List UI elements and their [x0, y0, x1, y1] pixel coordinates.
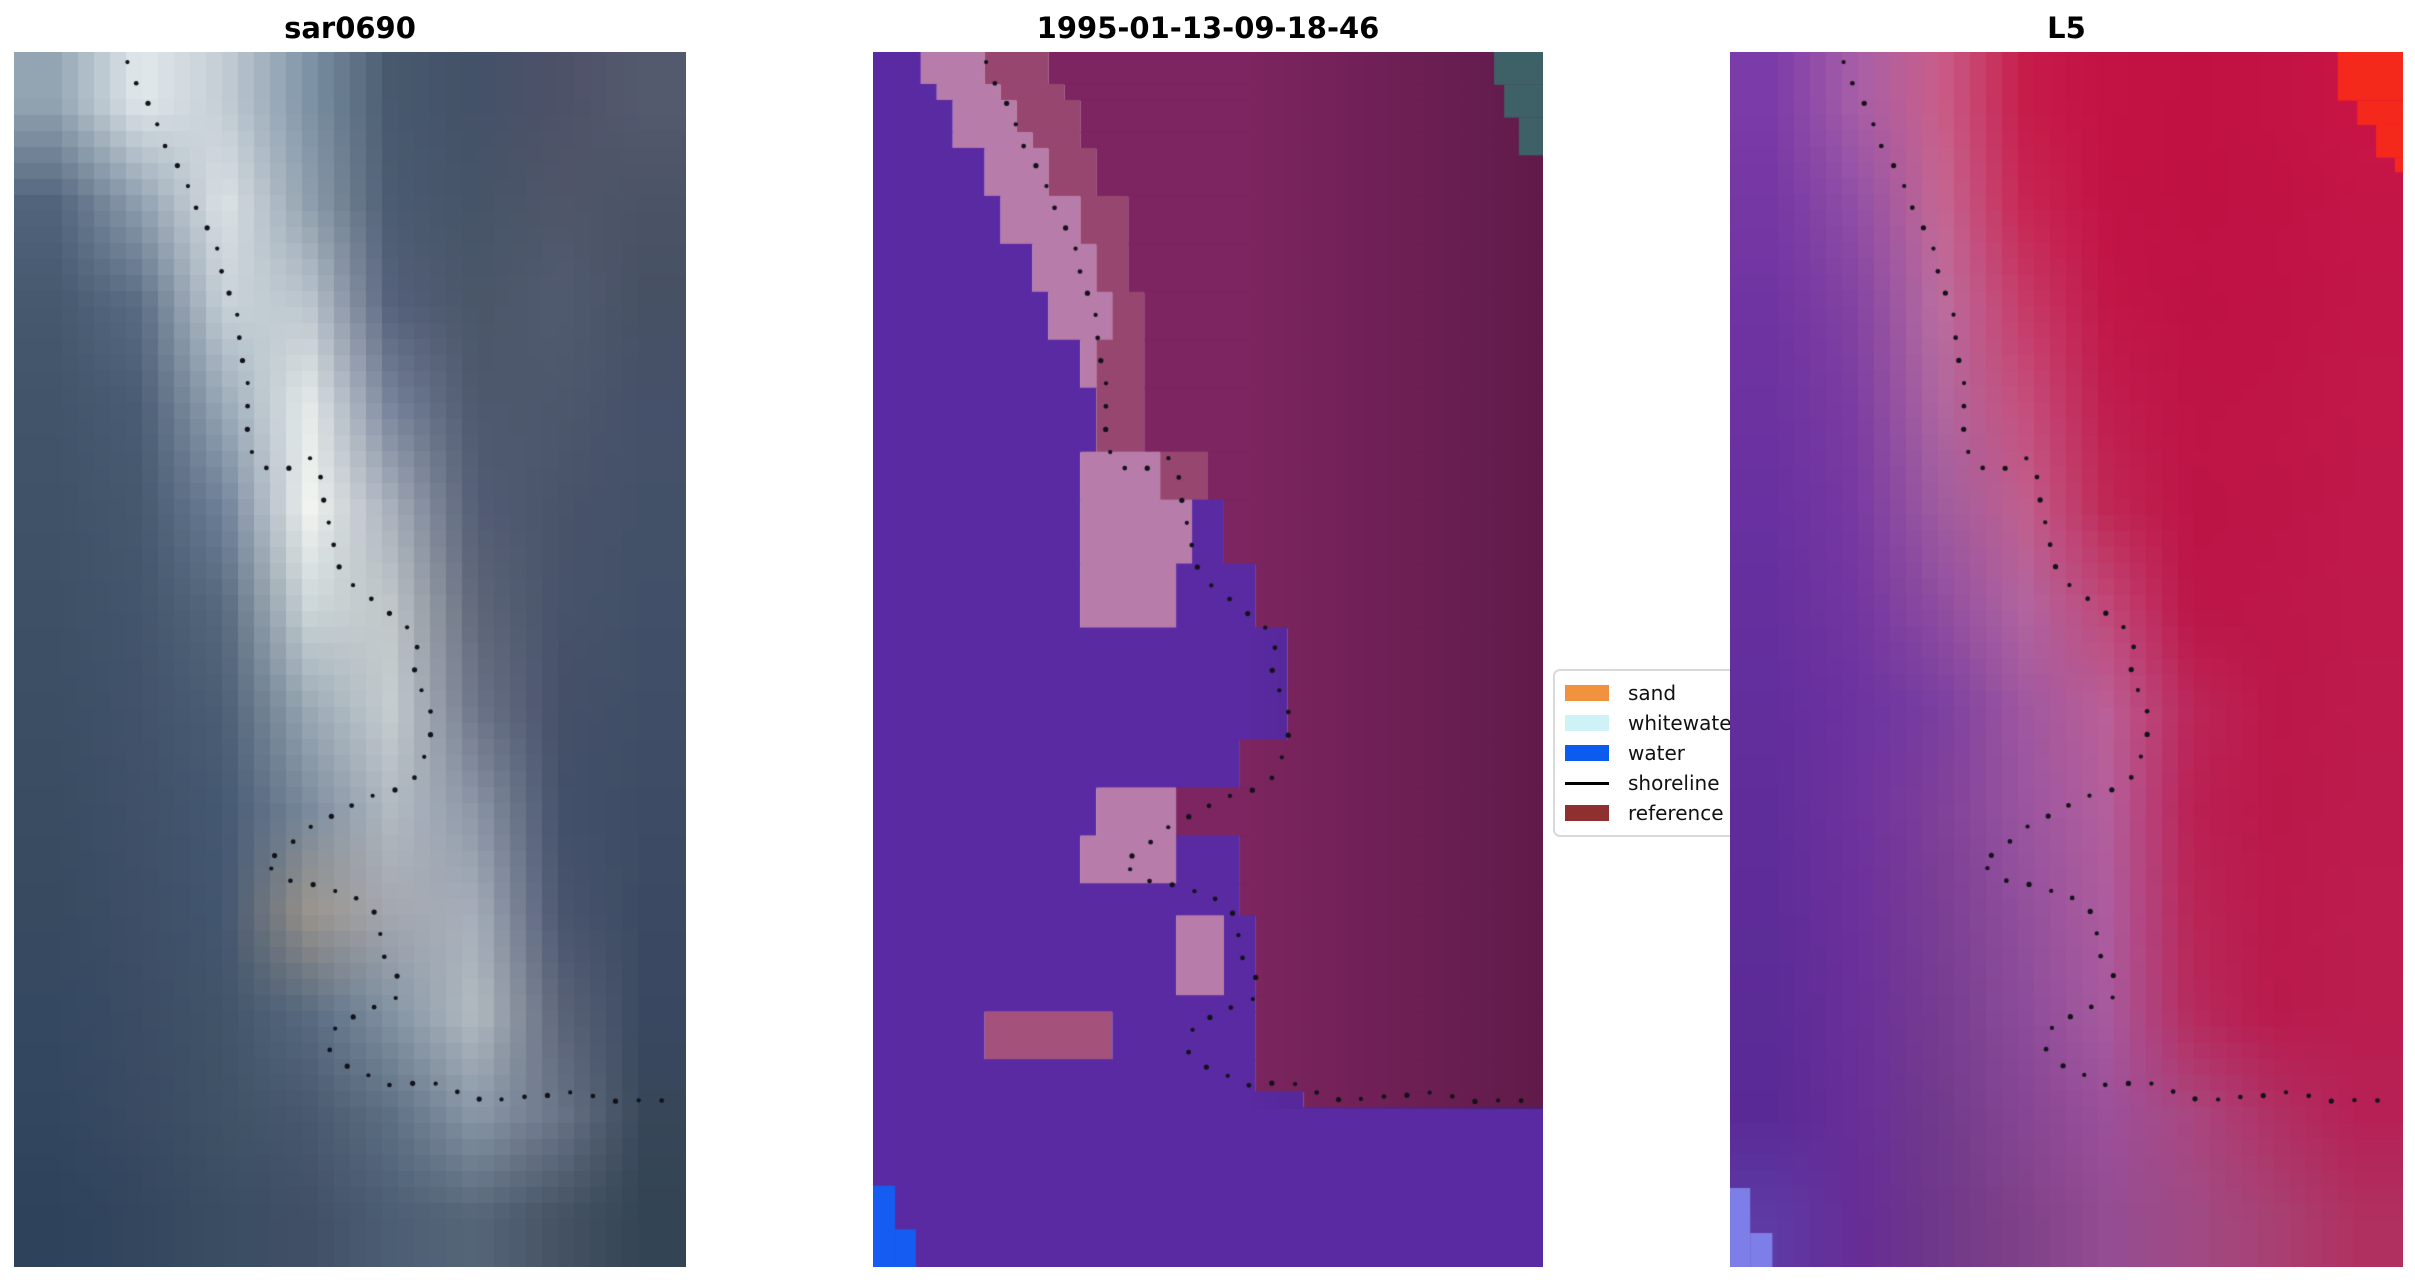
panel-title-l5: L5	[2047, 11, 2086, 45]
legend-label-shoreline: shoreline	[1628, 771, 1720, 795]
water-swatch	[1565, 745, 1609, 761]
legend-row-water: water	[1565, 738, 1793, 768]
legend-row-sand: sand	[1565, 678, 1793, 708]
sar-image-panel	[14, 52, 686, 1267]
reference-shoreline-swatch	[1565, 805, 1609, 821]
legend-label-whitewater: whitewater	[1628, 711, 1740, 735]
l5-image-panel	[1730, 52, 2403, 1267]
classified-image-panel	[873, 52, 1543, 1267]
whitewater-swatch	[1565, 715, 1609, 731]
legend-row-whitewater: whitewater	[1565, 708, 1793, 738]
sand-swatch	[1565, 685, 1609, 701]
legend-label-sand: sand	[1628, 681, 1677, 705]
legend-label-water: water	[1628, 741, 1685, 765]
panel-title-date: 1995-01-13-09-18-46	[1036, 11, 1380, 45]
panel-title-sar0690: sar0690	[284, 11, 416, 45]
shoreline-line-swatch	[1565, 781, 1609, 785]
legend-row-shoreline: shoreline	[1565, 768, 1793, 798]
